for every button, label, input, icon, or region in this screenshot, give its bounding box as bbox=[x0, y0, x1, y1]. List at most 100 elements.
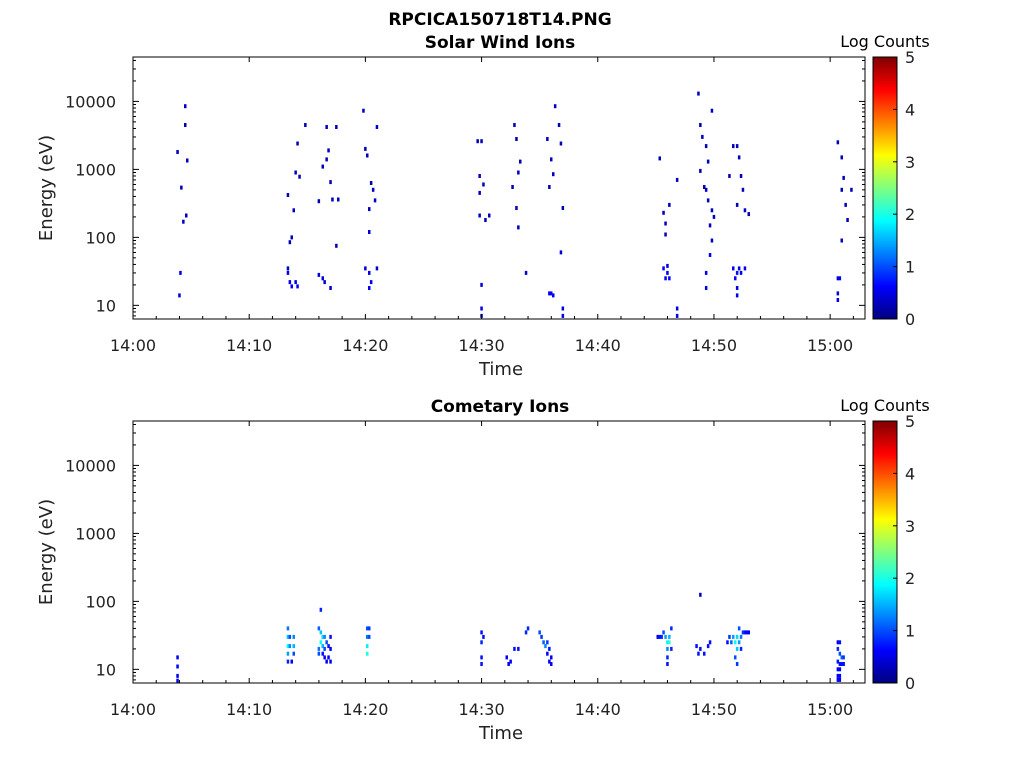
heatmap-cell bbox=[836, 659, 840, 664]
heatmap-cell bbox=[480, 306, 483, 311]
heatmap-cell bbox=[664, 221, 667, 226]
y-axis-label: Energy (eV) bbox=[36, 135, 57, 241]
heatmap-cell bbox=[304, 123, 307, 127]
heatmap-cell bbox=[710, 238, 714, 243]
y-tick-label: 10000 bbox=[65, 92, 116, 111]
heatmap-cell bbox=[726, 640, 729, 645]
heatmap-cell bbox=[176, 150, 179, 154]
heatmap-cell bbox=[739, 634, 743, 639]
x-axis-label: Time bbox=[478, 723, 523, 744]
heatmap-cell bbox=[734, 276, 737, 281]
heatmap-cell bbox=[319, 640, 323, 645]
heatmap-cell bbox=[373, 198, 377, 203]
heatmap-cell bbox=[838, 651, 842, 656]
heatmap-cell bbox=[480, 655, 483, 660]
heatmap-cell bbox=[176, 673, 179, 678]
heatmap-cell bbox=[670, 626, 673, 631]
heatmap-cell bbox=[836, 140, 840, 145]
heatmap-cell bbox=[704, 270, 708, 275]
heatmap-cell bbox=[842, 655, 845, 660]
y-tick-label: 10 bbox=[96, 660, 116, 679]
heatmap-cell bbox=[836, 640, 840, 645]
heatmap-cell bbox=[368, 626, 371, 631]
heatmap-cell bbox=[184, 123, 187, 127]
heatmap-cell bbox=[296, 141, 299, 146]
heatmap-cell bbox=[480, 139, 483, 144]
heatmap-cell bbox=[176, 678, 179, 683]
heatmap-cell bbox=[321, 164, 324, 169]
heatmap-cell bbox=[325, 157, 328, 162]
heatmap-cell bbox=[662, 210, 665, 215]
panel-title: Cometary Ions bbox=[431, 397, 570, 417]
x-tick-label: 14:30 bbox=[459, 700, 505, 719]
heatmap-cell bbox=[526, 626, 530, 631]
heatmap-cell bbox=[728, 174, 731, 178]
heatmap-cell bbox=[329, 180, 332, 185]
heatmap-cell bbox=[538, 630, 541, 635]
x-axis-label: Time bbox=[478, 359, 523, 380]
heatmap-cell bbox=[364, 146, 367, 151]
figure-title: RPCICA150718T14.PNG bbox=[388, 10, 611, 30]
heatmap-cell bbox=[480, 640, 483, 645]
panel-title: Solar Wind Ions bbox=[425, 33, 576, 53]
heatmap-cell bbox=[741, 630, 745, 635]
heatmap-cell bbox=[185, 213, 188, 218]
heatmap-cell bbox=[544, 644, 547, 649]
heatmap-cell bbox=[329, 286, 332, 290]
heatmap-cell bbox=[550, 662, 553, 666]
colorbar-tick-label: 1 bbox=[905, 622, 915, 641]
heatmap-cell bbox=[840, 238, 843, 243]
heatmap-cell bbox=[292, 651, 295, 656]
heatmap-cell bbox=[286, 266, 290, 271]
heatmap-cell bbox=[286, 634, 290, 639]
heatmap-cell bbox=[366, 634, 369, 639]
heatmap-cell bbox=[658, 634, 661, 639]
heatmap-cell bbox=[735, 202, 739, 207]
heatmap-cell bbox=[743, 630, 747, 635]
heatmap-cell bbox=[732, 144, 735, 149]
heatmap-cell bbox=[666, 640, 669, 645]
heatmap-cell bbox=[288, 280, 292, 285]
heatmap-cell bbox=[298, 174, 301, 179]
heatmap-cell bbox=[668, 202, 671, 207]
heatmap-cell bbox=[524, 630, 528, 635]
heatmap-cell bbox=[745, 630, 749, 635]
heatmap-cell bbox=[478, 174, 481, 178]
heatmap-cell bbox=[548, 659, 551, 664]
plot-frame bbox=[132, 420, 866, 684]
x-tick-label: 14:10 bbox=[226, 336, 272, 355]
heatmap-cell bbox=[329, 659, 332, 664]
heatmap-cell bbox=[708, 640, 712, 645]
heatmap-cell bbox=[323, 634, 326, 639]
heatmap-cell bbox=[666, 662, 669, 666]
heatmap-cell bbox=[546, 651, 549, 656]
heatmap-cell bbox=[286, 651, 290, 656]
heatmap-cell bbox=[664, 634, 667, 639]
heatmap-cell bbox=[513, 123, 516, 127]
heatmap-cell bbox=[286, 659, 290, 664]
heatmap-cell bbox=[697, 651, 700, 656]
heatmap-cell bbox=[476, 139, 479, 144]
heatmap-cell bbox=[553, 104, 557, 109]
heatmap-cell bbox=[838, 677, 842, 682]
colorbar bbox=[872, 56, 898, 320]
heatmap-cell bbox=[561, 313, 565, 318]
colorbar-tick-label: 1 bbox=[905, 258, 915, 277]
heatmap-cell bbox=[704, 144, 708, 149]
heatmap-cell bbox=[325, 125, 328, 129]
heatmap-cell bbox=[178, 293, 181, 298]
heatmap-cell bbox=[296, 284, 299, 289]
heatmap-cell bbox=[552, 293, 555, 298]
heatmap-cell bbox=[478, 213, 481, 218]
heatmap-cell bbox=[675, 313, 679, 318]
heatmap-cell bbox=[836, 291, 840, 296]
solar-wind-panel: Solar Wind Ions 14:00 14:10 14:20 14:30 14:40… bbox=[36, 32, 930, 380]
heatmap-cell bbox=[559, 141, 563, 146]
heatmap-cell bbox=[836, 646, 840, 651]
x-tick-label: 14:10 bbox=[226, 700, 272, 719]
heatmap-cell bbox=[838, 673, 842, 678]
heatmap-cell bbox=[184, 104, 187, 109]
heatmap-cell bbox=[517, 225, 520, 230]
